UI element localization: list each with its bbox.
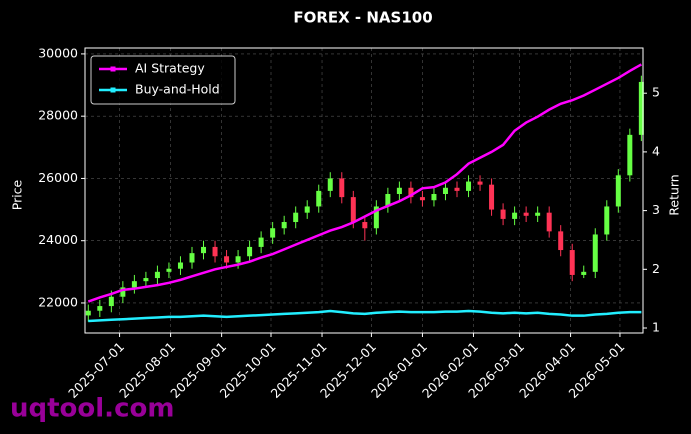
candle-body	[281, 222, 287, 229]
candle-body	[419, 197, 425, 201]
candle-body	[293, 212, 299, 223]
y-tick-label: 28000	[38, 108, 78, 123]
candle-body	[454, 187, 460, 191]
legend-marker	[110, 66, 116, 72]
series-line	[88, 309, 642, 323]
y2-tick-label: 5	[652, 85, 660, 100]
candle-body	[569, 250, 575, 275]
legend-label: AI Strategy	[135, 61, 205, 76]
candle-body	[224, 256, 230, 263]
candle-body	[362, 222, 368, 229]
candle-body	[131, 281, 137, 288]
chart-title: FOREX - NAS100	[293, 9, 432, 27]
candle-body	[442, 187, 448, 195]
candle-body	[258, 237, 264, 247]
candle-body	[604, 206, 610, 235]
candle-body	[385, 194, 391, 207]
candle-body	[350, 197, 356, 223]
candle-body	[212, 246, 218, 257]
y2-tick-label: 2	[652, 261, 660, 276]
candle-body	[154, 271, 160, 279]
candle-body	[201, 246, 207, 254]
candle-body	[615, 175, 621, 207]
candle-body	[304, 206, 310, 213]
candle-body	[189, 253, 195, 263]
y-tick-label: 22000	[38, 294, 78, 309]
candle-body	[177, 262, 183, 269]
y-tick-label: 26000	[38, 170, 78, 185]
y2-tick-label: 4	[652, 143, 660, 158]
candle-body	[558, 231, 564, 251]
plot-frame	[84, 47, 644, 334]
candle-body	[535, 212, 541, 216]
y2-tick-label: 1	[652, 320, 660, 335]
candle-body	[97, 306, 103, 311]
candle-body	[339, 178, 345, 198]
y2-axis-label: Return	[667, 174, 682, 215]
y2-tick-label: 3	[652, 202, 660, 217]
candle-body	[396, 187, 402, 195]
candle-body	[512, 212, 518, 219]
candle-body	[466, 181, 472, 191]
candle-body	[638, 81, 644, 135]
candle-body	[627, 134, 633, 176]
series-line	[87, 63, 642, 303]
candle-body	[166, 268, 172, 272]
candle-body	[489, 184, 495, 210]
candle-body	[581, 271, 587, 275]
candle-body	[108, 296, 114, 307]
watermark: uqtool.com	[10, 394, 174, 424]
candle-body	[247, 246, 253, 257]
candle-body	[270, 228, 276, 238]
candle-body	[143, 278, 149, 282]
candle-body	[431, 194, 437, 201]
candle-body	[546, 212, 552, 232]
legend-marker	[110, 87, 116, 93]
candle-body	[408, 187, 414, 198]
candle-body	[592, 234, 598, 272]
candle-body	[477, 181, 483, 185]
candle-body	[120, 287, 126, 297]
y-axis-label: Price	[10, 179, 25, 210]
legend-label: Buy-and-Hold	[135, 82, 220, 97]
candle-body	[235, 256, 241, 263]
candle-body	[523, 212, 529, 216]
candle-body	[373, 206, 379, 229]
candle-body	[500, 209, 506, 219]
y-tick-label: 30000	[38, 45, 78, 60]
candle-body	[327, 178, 333, 191]
candle-body	[85, 310, 91, 316]
candle-body	[316, 190, 322, 207]
y-tick-label: 24000	[38, 232, 78, 247]
